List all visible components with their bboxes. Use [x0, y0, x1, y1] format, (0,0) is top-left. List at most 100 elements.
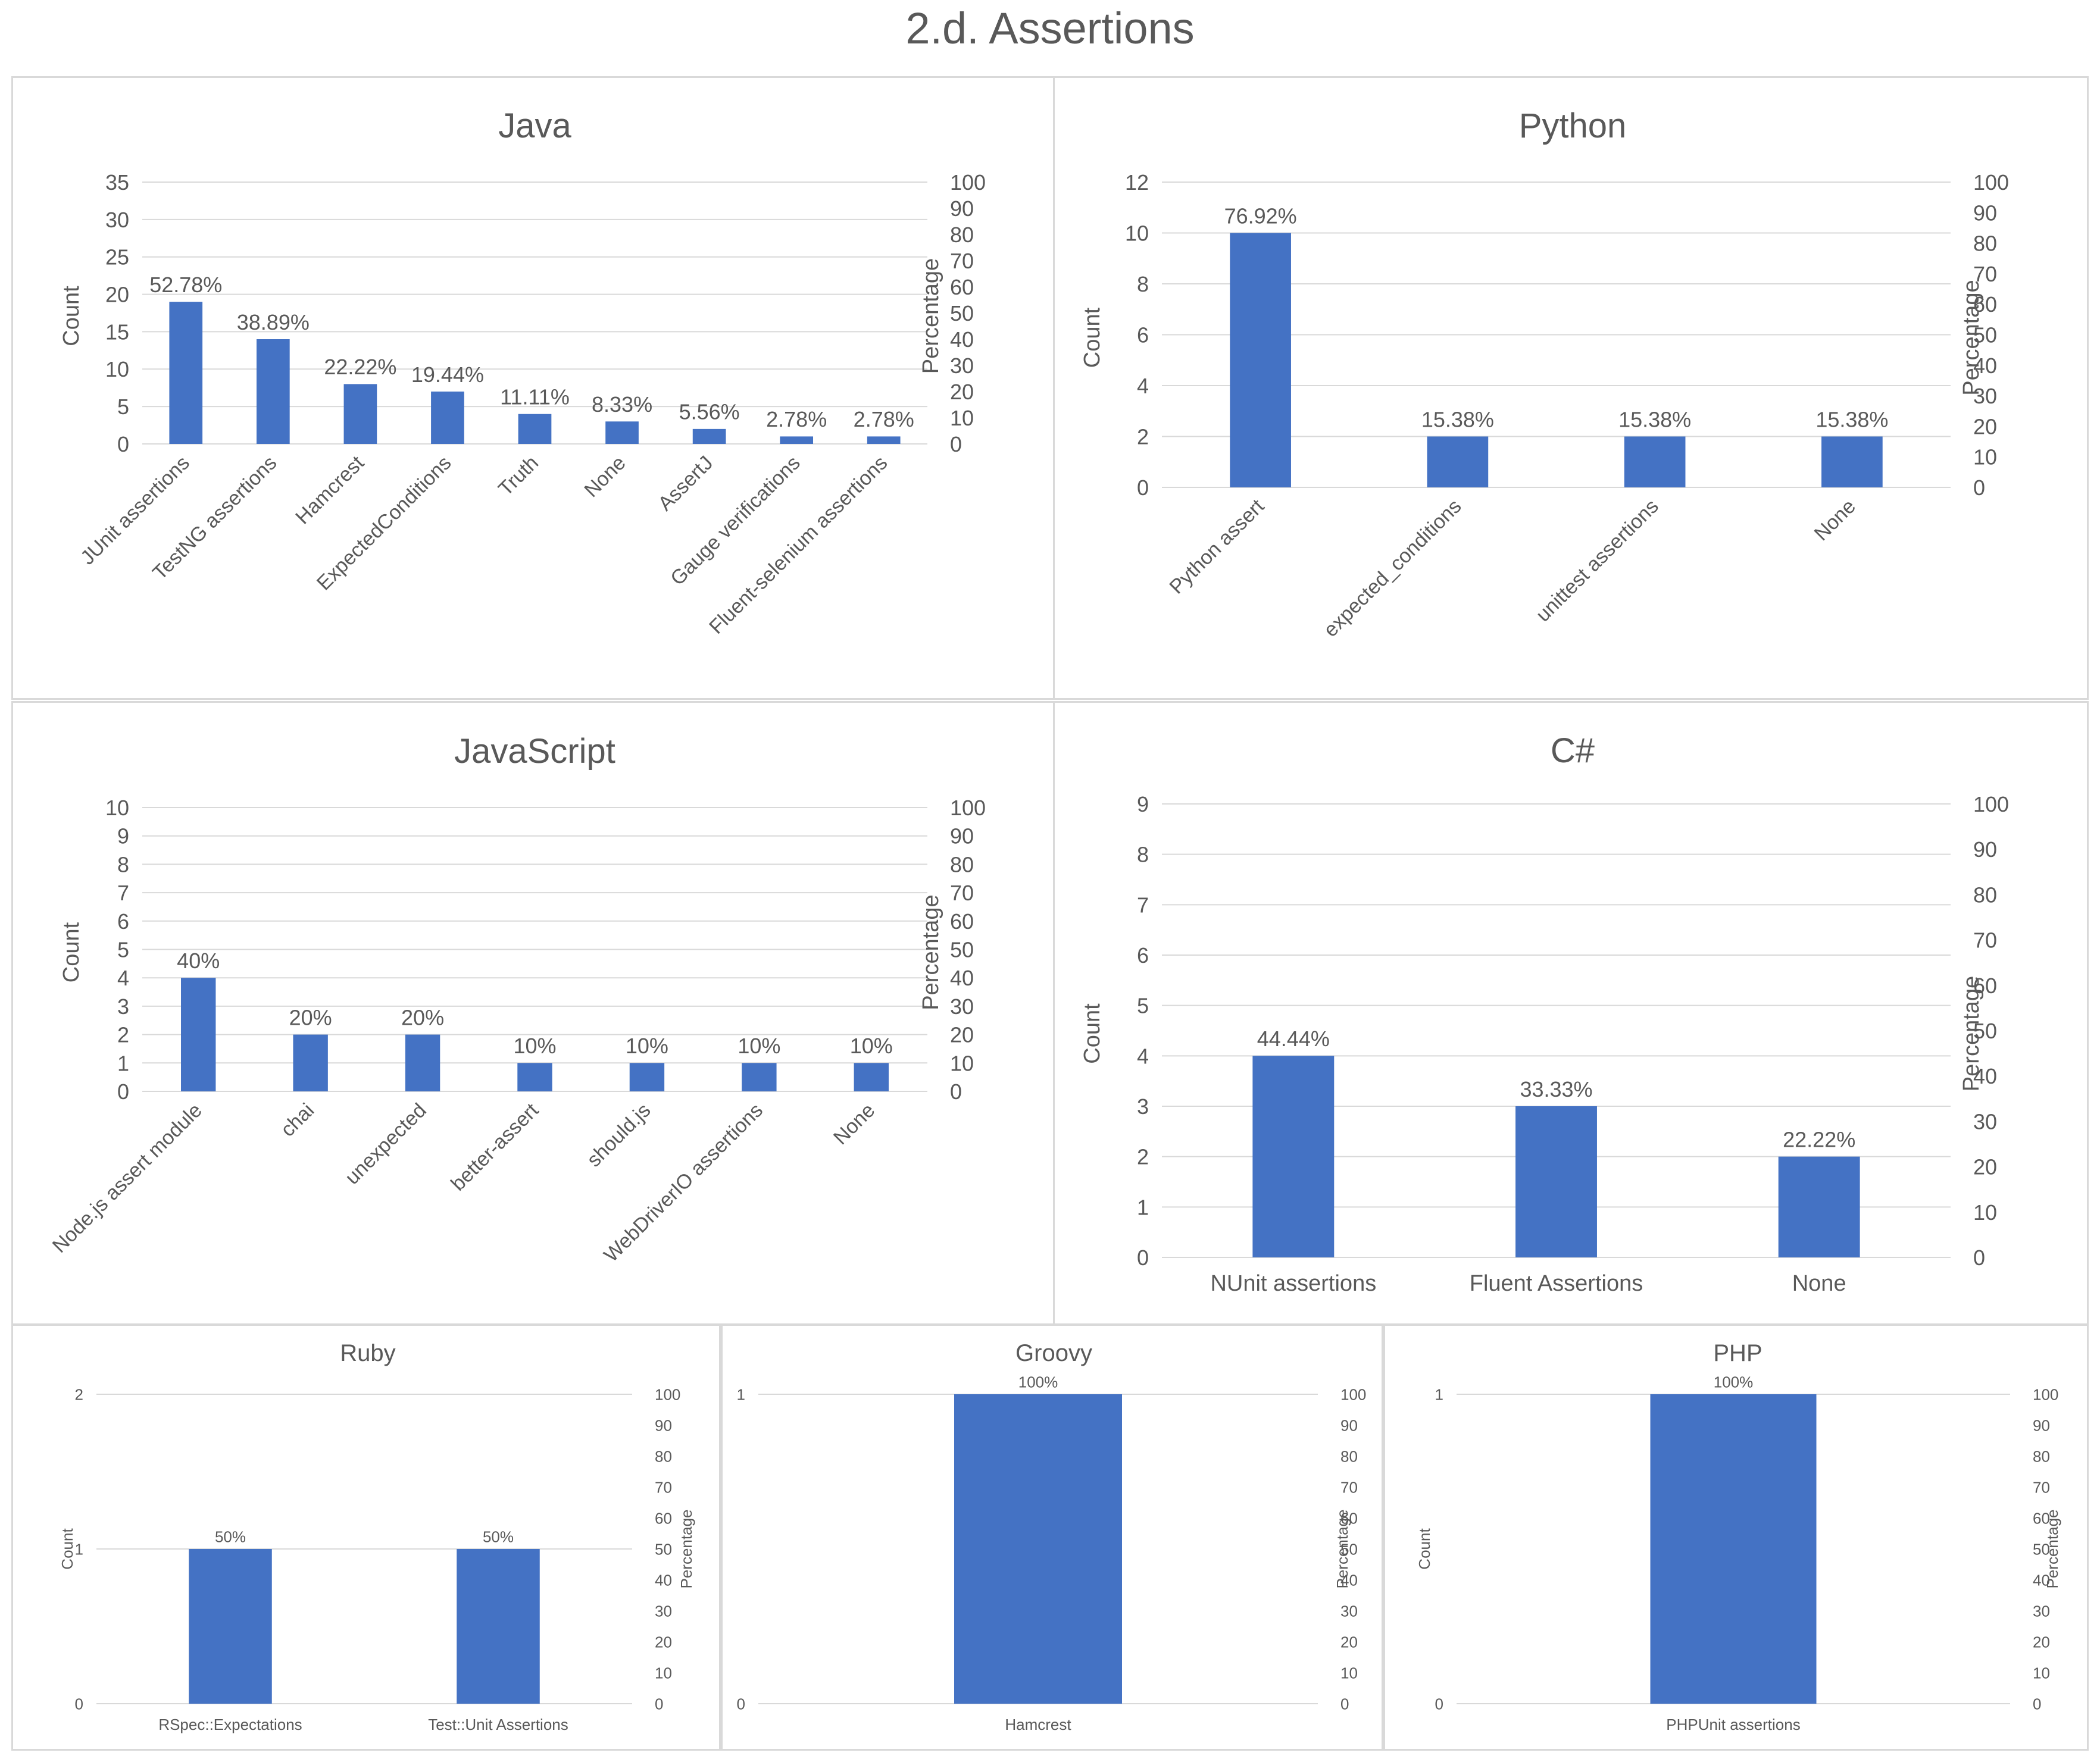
ruby-category-label: Test::Unit Assertions: [428, 1716, 568, 1733]
python-y2-tick-label: 0: [1973, 475, 1985, 500]
csharp-y2-axis-label: Percentage: [1959, 976, 1984, 1091]
csharp-y2-tick-label: 30: [1973, 1109, 1997, 1134]
javascript-data-label: 10%: [738, 1034, 780, 1058]
java-data-label: 22.22%: [324, 355, 396, 379]
python-y2-tick-label: 30: [1973, 384, 1997, 408]
page-title: 2.d. Assertions: [905, 4, 1195, 53]
javascript-y2-tick-label: 100: [950, 796, 986, 820]
python-bar: [1230, 233, 1291, 487]
javascript-y2-axis-label: Percentage: [918, 894, 943, 1010]
javascript-y2-tick-label: 80: [950, 852, 974, 877]
python-y2-axis-label: Percentage: [1959, 280, 1984, 395]
php-category-label: PHPUnit assertions: [1666, 1716, 1800, 1733]
groovy-y2-tick-label: 20: [1340, 1633, 1358, 1651]
java-category-label: Hamcrest: [291, 451, 368, 528]
javascript-y2-tick-label: 90: [950, 824, 974, 849]
ruby-bar: [457, 1549, 540, 1704]
javascript-data-label: 40%: [177, 949, 220, 973]
csharp-chart-panel: C# 0 1 2 3 4 5 6 7 8 9 0 10 20 30 40 50 60 70 80 90 100 Count P…: [1053, 701, 2089, 1325]
python-y2-tick-label: 60: [1973, 292, 1997, 317]
csharp-category-label: None: [1792, 1271, 1846, 1296]
javascript-bar: [742, 1063, 777, 1091]
javascript-y-axis-label: Count: [59, 922, 84, 982]
java-bar: [780, 436, 814, 444]
php-y2-tick-label: 70: [2033, 1478, 2050, 1496]
ruby-y2-tick-label: 90: [655, 1416, 672, 1434]
python-category-label: expected_conditions: [1319, 495, 1465, 641]
ruby-y2-tick-label: 0: [655, 1695, 663, 1713]
javascript-data-label: 20%: [401, 1005, 444, 1029]
python-y-tick-label: 12: [1125, 170, 1149, 195]
ruby-y-tick-label: 0: [75, 1695, 83, 1713]
ruby-chart-title: Ruby: [340, 1340, 395, 1366]
php-y2-tick-label: 10: [2033, 1664, 2050, 1682]
groovy-y2-tick-label: 90: [1340, 1416, 1358, 1434]
javascript-bar: [181, 978, 216, 1091]
javascript-y2-tick-label: 40: [950, 966, 974, 990]
java-y2-tick-label: 60: [950, 275, 974, 299]
ruby-y2-tick-label: 10: [655, 1664, 672, 1682]
javascript-chart-panel: JavaScript 0 1 2 3 4 5 6 7 8 9 10 0 10 20 30 40 50 60 70 80 9…: [11, 701, 1055, 1325]
python-y-tick-label: 4: [1137, 374, 1149, 398]
python-y-axis-label: Count: [1080, 307, 1105, 368]
java-bar: [431, 392, 464, 444]
java-y2-tick-label: 100: [950, 170, 986, 195]
ruby-y2-axis-label: Percentage: [677, 1510, 695, 1589]
python-y2-tick-label: 100: [1973, 170, 2009, 195]
java-data-label: 19.44%: [411, 362, 484, 387]
java-data-label: 5.56%: [679, 400, 740, 424]
javascript-category-label: unexpected: [341, 1099, 431, 1189]
java-bar: [256, 339, 290, 444]
ruby-category-label: RSpec::Expectations: [158, 1716, 302, 1733]
php-bar: [1650, 1394, 1817, 1704]
java-bar: [518, 414, 552, 444]
csharp-y2-tick-label: 20: [1973, 1155, 1997, 1179]
ruby-y2-tick-label: 70: [655, 1478, 672, 1496]
javascript-category-label: better-assert: [446, 1098, 543, 1195]
csharp-y-tick-label: 3: [1137, 1094, 1149, 1119]
java-y-tick-label: 0: [117, 432, 129, 456]
ruby-y2-tick-label: 20: [655, 1633, 672, 1651]
java-data-label: 2.78%: [766, 407, 827, 431]
javascript-data-label: 10%: [850, 1034, 893, 1058]
groovy-y2-tick-label: 80: [1340, 1447, 1358, 1465]
groovy-y2-tick-label: 60: [1340, 1509, 1358, 1527]
java-y2-tick-label: 90: [950, 196, 974, 221]
javascript-chart-svg: JavaScript012345678910010203040506070809…: [48, 732, 986, 1266]
javascript-y-tick-label: 7: [117, 881, 129, 905]
javascript-y-tick-label: 6: [117, 909, 129, 934]
javascript-y-tick-label: 9: [117, 824, 129, 849]
php-chart-title: PHP: [1713, 1340, 1762, 1366]
java-y2-tick-label: 20: [950, 380, 974, 404]
java-bar: [343, 384, 377, 444]
python-data-label: 15.38%: [1421, 407, 1494, 431]
python-y-tick-label: 6: [1137, 323, 1149, 347]
groovy-y-tick-label: 0: [737, 1695, 745, 1713]
java-y2-tick-label: 0: [950, 432, 962, 456]
csharp-y-tick-label: 9: [1137, 792, 1149, 816]
javascript-y-tick-label: 5: [117, 937, 129, 962]
groovy-bar: [954, 1394, 1122, 1704]
java-chart-title: Java: [498, 107, 571, 145]
java-y-tick-label: 15: [105, 320, 129, 344]
php-y2-tick-label: 80: [2033, 1447, 2050, 1465]
csharp-chart-title: C#: [1551, 731, 1595, 770]
java-y-tick-label: 30: [105, 208, 129, 232]
csharp-y2-tick-label: 90: [1973, 837, 1997, 862]
python-y2-tick-label: 70: [1973, 262, 1997, 286]
javascript-y2-tick-label: 70: [950, 881, 974, 905]
csharp-y2-tick-label: 50: [1973, 1019, 1997, 1043]
java-category-label: Fluent-selenium assertions: [705, 452, 892, 639]
groovy-y2-axis-label: Percentage: [1333, 1510, 1351, 1589]
php-y2-tick-label: 90: [2033, 1416, 2050, 1434]
java-y2-axis-label: Percentage: [918, 258, 943, 374]
python-bar: [1427, 436, 1489, 487]
java-category-label: AssertJ: [654, 452, 717, 515]
csharp-y-tick-label: 2: [1137, 1145, 1149, 1169]
groovy-y2-tick-label: 30: [1340, 1602, 1358, 1620]
csharp-y-axis-label: Count: [1080, 1003, 1105, 1064]
ruby-y-tick-label: 1: [75, 1540, 83, 1558]
csharp-y2-tick-label: 100: [1973, 792, 2009, 816]
javascript-category-label: None: [829, 1099, 879, 1149]
csharp-y-tick-label: 0: [1137, 1245, 1149, 1270]
